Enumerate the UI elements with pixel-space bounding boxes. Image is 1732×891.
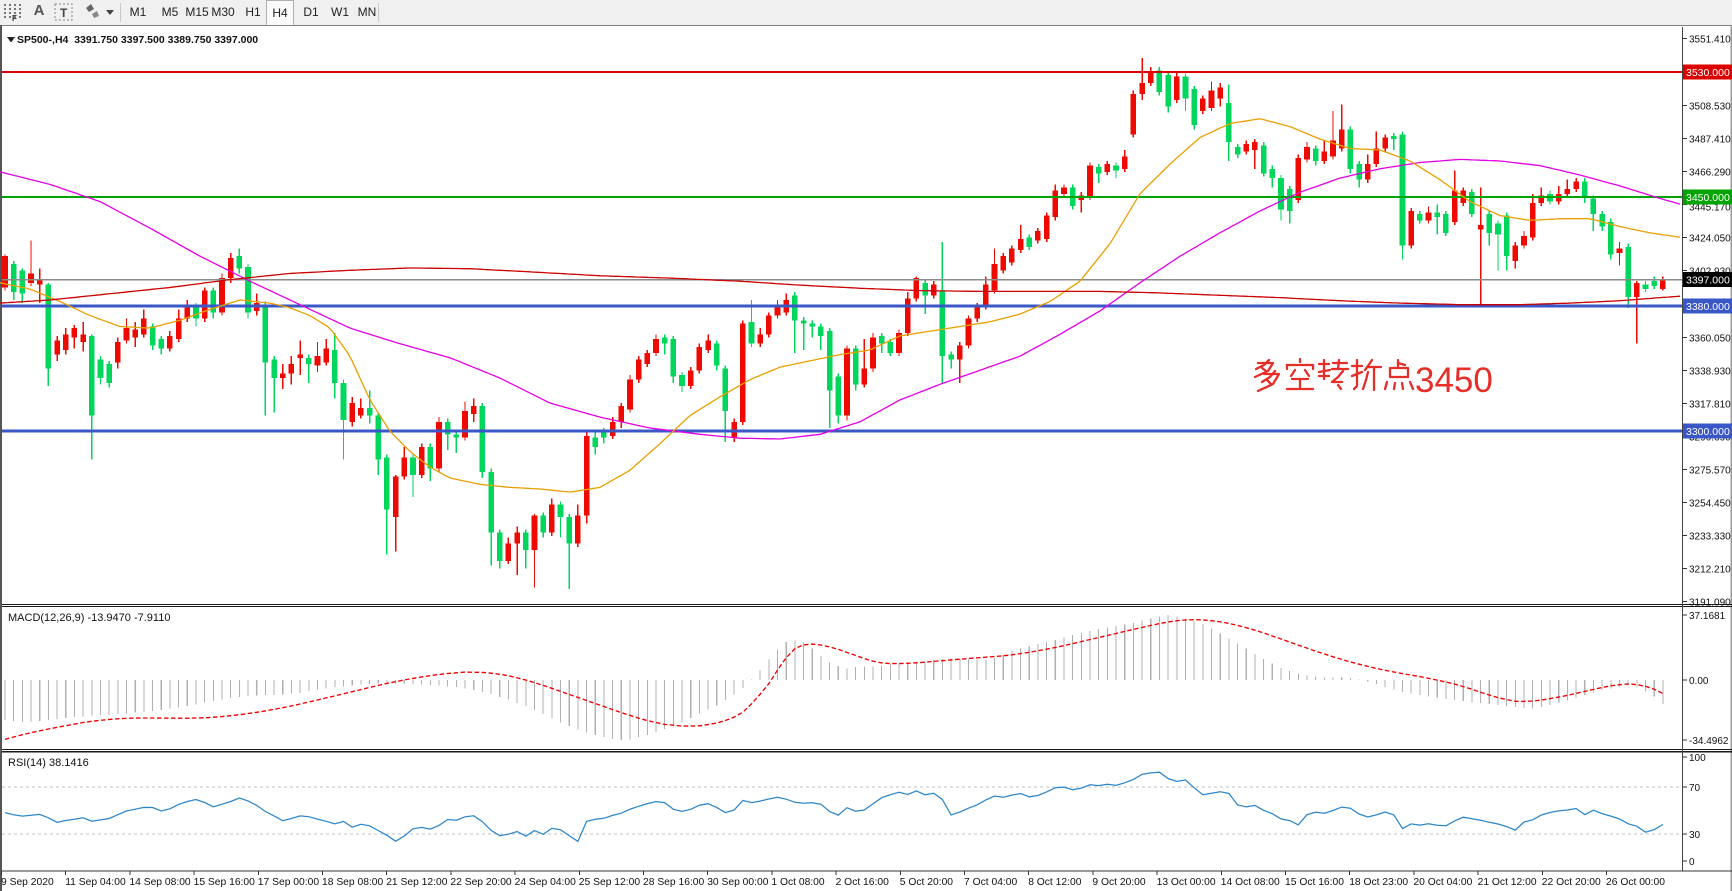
svg-text:30: 30	[1689, 830, 1701, 841]
svg-text:14 Oct 08:00: 14 Oct 08:00	[1221, 877, 1280, 888]
svg-text:RSI(14) 38.1416: RSI(14) 38.1416	[8, 757, 89, 769]
svg-text:3397.000: 3397.000	[1686, 275, 1730, 287]
svg-text:24 Sep 04:00: 24 Sep 04:00	[515, 877, 577, 888]
svg-text:MACD(12,26,9) -13.9470 -7.9110: MACD(12,26,9) -13.9470 -7.9110	[8, 612, 170, 624]
svg-text:8 Oct 12:00: 8 Oct 12:00	[1028, 877, 1082, 888]
svg-text:100: 100	[1689, 753, 1706, 764]
svg-text:3191.090: 3191.090	[1689, 597, 1731, 608]
svg-text:13 Oct 00:00: 13 Oct 00:00	[1157, 877, 1216, 888]
svg-text:21 Oct 12:00: 21 Oct 12:00	[1478, 877, 1537, 888]
svg-text:3466.290: 3466.290	[1689, 167, 1731, 178]
svg-text:3338.930: 3338.930	[1689, 366, 1731, 377]
svg-text:7 Oct 04:00: 7 Oct 04:00	[964, 877, 1018, 888]
svg-text:17 Sep 00:00: 17 Sep 00:00	[258, 877, 320, 888]
svg-text:3300.000: 3300.000	[1686, 426, 1730, 438]
svg-text:0.00: 0.00	[1689, 676, 1709, 687]
svg-text:26 Oct 00:00: 26 Oct 00:00	[1606, 877, 1665, 888]
svg-text:3551.410: 3551.410	[1689, 35, 1731, 46]
svg-text:3424.050: 3424.050	[1689, 233, 1731, 244]
svg-text:70: 70	[1689, 783, 1701, 794]
svg-text:1 Oct 08:00: 1 Oct 08:00	[771, 877, 825, 888]
svg-text:3445.170: 3445.170	[1689, 202, 1731, 213]
svg-text:3233.330: 3233.330	[1689, 531, 1731, 542]
svg-text:3212.210: 3212.210	[1689, 564, 1731, 575]
svg-text:3360.050: 3360.050	[1689, 333, 1731, 344]
svg-text:2 Oct 16:00: 2 Oct 16:00	[836, 877, 890, 888]
svg-text:0: 0	[1689, 857, 1695, 868]
svg-text:20 Oct 04:00: 20 Oct 04:00	[1413, 877, 1472, 888]
svg-text:15 Oct 16:00: 15 Oct 16:00	[1285, 877, 1344, 888]
svg-text:3487.410: 3487.410	[1689, 134, 1731, 145]
svg-text:14 Sep 08:00: 14 Sep 08:00	[129, 877, 191, 888]
svg-text:3275.570: 3275.570	[1689, 465, 1731, 476]
svg-text:11 Sep 04:00: 11 Sep 04:00	[65, 877, 126, 888]
svg-text:15 Sep 16:00: 15 Sep 16:00	[194, 877, 256, 888]
svg-text:37.1681: 37.1681	[1689, 611, 1726, 622]
svg-text:18 Sep 08:00: 18 Sep 08:00	[322, 877, 384, 888]
svg-text:22 Sep 20:00: 22 Sep 20:00	[450, 877, 512, 888]
svg-text:9 Oct 20:00: 9 Oct 20:00	[1092, 877, 1146, 888]
svg-text:T: T	[60, 6, 68, 20]
svg-text:3380.000: 3380.000	[1686, 301, 1730, 313]
svg-text:3402.930: 3402.930	[1689, 266, 1731, 277]
svg-text:9 Sep 2020: 9 Sep 2020	[1, 877, 54, 888]
svg-text:3254.450: 3254.450	[1689, 498, 1731, 509]
svg-text:SP500-,H4 3391.750 3397.500 3: SP500-,H4 3391.750 3397.500 3389.750 339…	[17, 34, 258, 46]
svg-text:28 Sep 16:00: 28 Sep 16:00	[643, 877, 705, 888]
svg-text:F: F	[12, 14, 17, 23]
svg-text:30 Sep 00:00: 30 Sep 00:00	[707, 877, 769, 888]
svg-text:3317.810: 3317.810	[1689, 399, 1731, 410]
svg-text:25 Sep 12:00: 25 Sep 12:00	[579, 877, 641, 888]
svg-text:3508.530: 3508.530	[1689, 102, 1731, 113]
svg-text:3530.000: 3530.000	[1686, 67, 1730, 79]
svg-text:5 Oct 20:00: 5 Oct 20:00	[900, 877, 954, 888]
svg-text:3450: 3450	[1415, 361, 1493, 400]
svg-text:22 Oct 20:00: 22 Oct 20:00	[1542, 877, 1601, 888]
svg-text:3450.000: 3450.000	[1686, 192, 1730, 204]
svg-text:18 Oct 23:00: 18 Oct 23:00	[1349, 877, 1408, 888]
svg-text:21 Sep 12:00: 21 Sep 12:00	[386, 877, 448, 888]
svg-text:-34.4962: -34.4962	[1689, 736, 1729, 747]
